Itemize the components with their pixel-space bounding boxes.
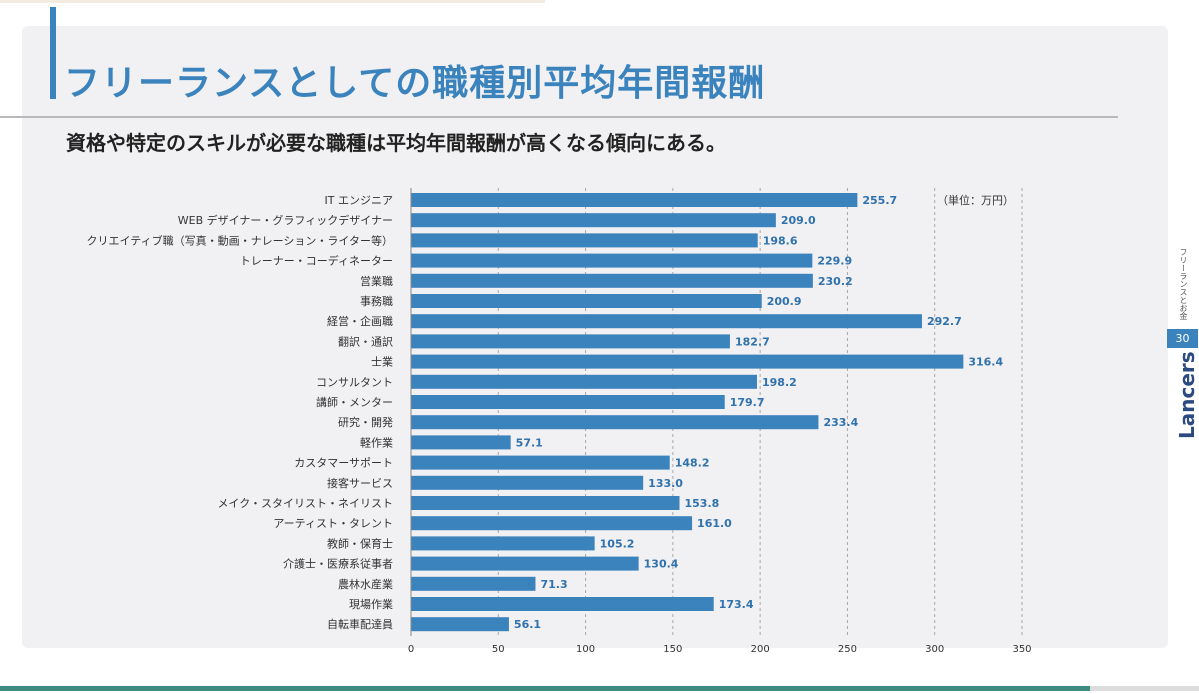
value-label: 161.0 [697,517,732,530]
category-label: トレーナー・コーディネーター [240,254,393,268]
bar [411,597,714,611]
value-label: 56.1 [514,618,541,631]
top-decor-strip [0,0,545,3]
value-label: 292.7 [927,315,962,328]
x-tick-label: 50 [492,644,505,655]
bar [411,334,730,349]
value-label: 229.9 [817,255,852,268]
category-label: 事務職 [360,294,393,308]
category-label: カスタマーサポート [294,457,393,470]
x-tick-label: 250 [838,644,857,655]
brand-logo: Lancers [1175,351,1199,439]
category-label: WEB デザイナー・グラフィックデザイナー [178,213,393,227]
x-tick-label: 150 [663,644,682,655]
x-tick-label: 200 [751,644,770,655]
bars [411,193,964,632]
value-label: 148.2 [675,457,710,470]
category-label: 教師・保育士 [327,536,393,550]
bar [411,374,758,389]
page-title: フリーランスとしての職種別平均年間報酬 [64,63,766,104]
bar [411,475,644,490]
value-label: 198.6 [763,234,798,247]
unit-label: （単位：万円） [937,193,1014,207]
title-divider [0,116,1118,118]
bar [411,354,964,369]
category-label: 現場作業 [349,598,393,611]
value-label: 316.4 [968,356,1003,369]
bar [411,415,819,430]
value-label: 153.8 [684,497,719,510]
footer-bar-rest [1090,686,1199,691]
value-label: 130.4 [644,558,679,571]
category-label: 農林水産業 [338,577,393,591]
value-label: 173.4 [719,598,754,611]
value-label: 179.7 [730,396,765,409]
bar [411,556,639,571]
value-label: 230.2 [818,275,853,288]
category-label: 介護士・医療系従事者 [283,557,393,571]
value-label: 233.4 [823,416,858,429]
category-label: クリエイティブ職（写真・動画・ナレーション・ライター等） [87,233,393,247]
category-label: 軽作業 [360,436,393,449]
category-label: 営業職 [360,274,393,288]
bar [411,576,536,591]
category-label: 士業 [371,356,393,369]
bar [411,435,511,450]
category-label: アーティスト・タレント [273,517,393,530]
value-label: 57.1 [516,436,543,449]
x-tick-label: 100 [576,644,595,655]
category-label: 経営・企画職 [327,314,393,328]
bar [411,395,725,409]
footer-bar [0,686,1090,691]
category-label: メイク・スタイリスト・ネイリスト [217,497,393,510]
page-number-badge: 30 [1167,329,1198,348]
value-label: 133.0 [648,477,683,490]
value-label: 255.7 [862,194,897,207]
bar [411,233,758,248]
x-tick-label: 350 [1012,644,1031,655]
value-label: 198.2 [762,376,797,389]
category-label: コンサルタント [316,376,393,389]
bar [411,314,922,329]
value-label: 209.0 [781,214,816,227]
category-label: 自転車配達員 [327,617,393,631]
bar [411,273,813,288]
page-subtitle: 資格や特定のスキルが必要な職種は平均年間報酬が高くなる傾向にある。 [66,131,726,155]
category-label: IT エンジニア [325,194,393,207]
labels: 0 50 100 150 200 250 300 350 IT エンジニア 255.7 WEB デザ… [87,194,1032,655]
section-label: フリーランスとお金 [1179,248,1188,320]
x-tick-label: 0 [408,644,414,655]
value-label: 105.2 [600,537,635,550]
value-label: 182.7 [735,335,770,348]
bar [411,496,680,510]
bar [411,516,693,531]
bar [411,193,858,207]
value-label: 71.3 [540,578,567,591]
title-accent-bar [50,7,56,99]
category-label: 講師・メンター [316,395,393,409]
bar [411,253,813,268]
x-tick-label: 300 [925,644,944,655]
bar [411,213,776,228]
category-label: 研究・開発 [338,415,393,429]
bar [411,617,509,632]
value-label: 200.9 [767,295,802,308]
category-label: 接客サービス [327,476,393,490]
category-label: 翻訳・通訳 [338,334,393,348]
bar [411,455,670,470]
bar [411,294,762,308]
bar [411,536,595,551]
